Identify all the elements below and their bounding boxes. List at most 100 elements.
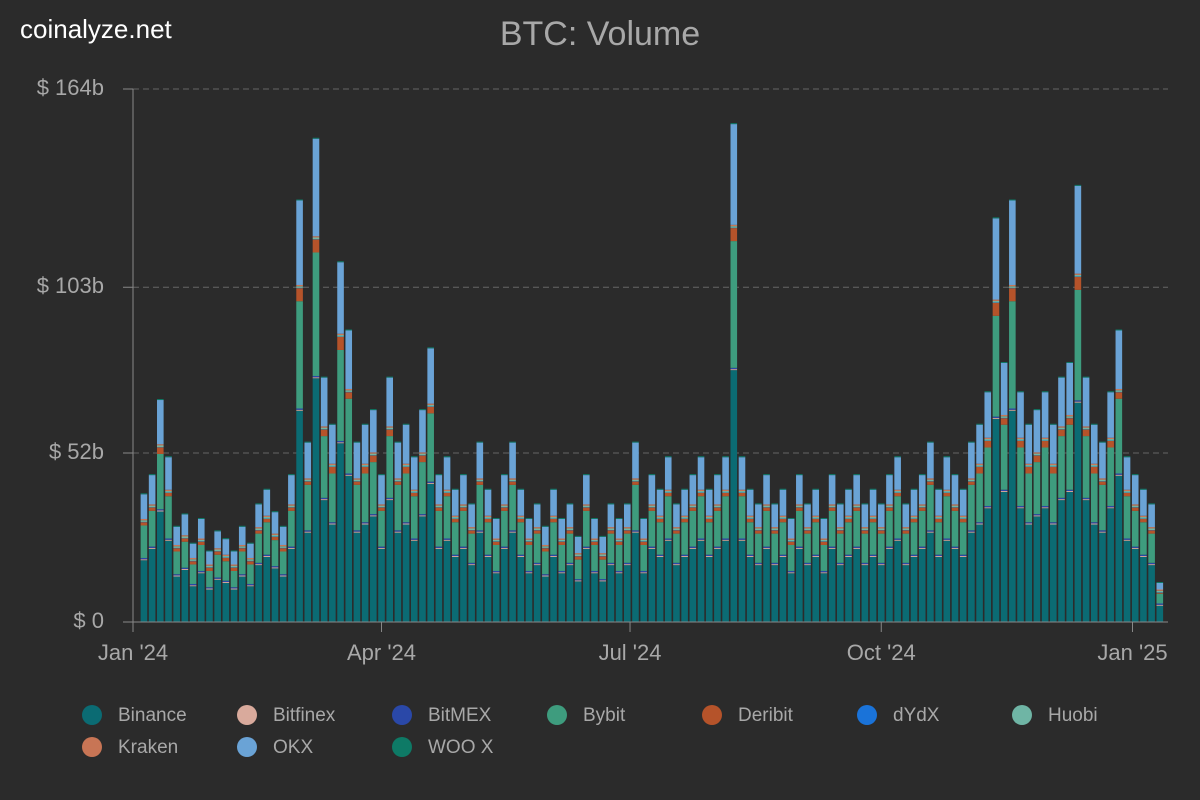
bar-segment [1115,474,1123,476]
bar-segment [583,546,590,548]
bar-segment [509,481,516,485]
bar-segment [165,489,172,492]
legend-swatch[interactable] [237,705,257,725]
bar-segment [337,442,344,444]
bar-segment [869,489,877,516]
legend-label[interactable]: Deribit [738,705,794,726]
bar-segment [222,583,230,622]
bar-segment [648,504,656,506]
bar-segment [165,496,172,539]
bar-segment [1123,539,1131,541]
legend-swatch[interactable] [82,705,102,725]
legend-swatch[interactable] [237,737,257,757]
legend-swatch[interactable] [702,705,722,725]
legend-label[interactable]: Binance [118,705,187,726]
bar-segment [640,538,647,540]
bar-segment [689,505,697,508]
legend-label[interactable]: Kraken [118,737,178,758]
bar-segment [255,562,262,565]
legend-label[interactable]: dYdX [893,705,940,726]
bar-segment [148,505,156,508]
bar-segment [845,517,852,519]
bar-segment [738,496,746,539]
bar-segment [337,349,344,441]
bar-segment [746,488,754,490]
bar-segment [664,456,672,458]
bar-segment [943,492,951,497]
bar-segment [681,515,688,518]
legend-swatch[interactable] [392,705,412,725]
bar-segment [664,539,672,541]
bar-segment [1000,414,1008,417]
bar-segment [705,515,713,518]
legend-swatch[interactable] [857,705,877,725]
bar-segment [951,505,959,508]
bar-segment [214,530,221,532]
bar-segment [361,524,369,622]
bar-segment [746,517,754,519]
bar-segment [1140,554,1147,557]
bar-segment [304,481,312,485]
bar-segment [1131,510,1139,547]
legend-label[interactable]: WOO X [428,737,494,758]
bar-segment [746,556,754,557]
bar-segment [361,423,369,425]
bar-segment [1148,562,1155,565]
bar-segment [902,530,910,534]
legend-swatch[interactable] [547,705,567,725]
bar-segment [828,504,836,506]
bar-segment [468,504,475,528]
bar-segment [902,527,910,529]
bar-segment [771,533,779,563]
bar-segment [1090,423,1098,425]
bar-segment [771,528,779,531]
bar-segment [1099,532,1106,622]
bar-segment [337,261,344,263]
bar-segment [361,466,369,474]
bar-segment [1131,504,1139,506]
bar-segment [460,510,467,547]
bar-segment [1000,489,1008,492]
bar-segment [664,491,672,493]
legend-swatch[interactable] [392,737,412,757]
bar-segment [877,504,885,528]
bar-segment [451,522,459,555]
bar-segment [509,441,516,443]
bar-segment [836,562,844,565]
bar-segment [796,505,803,508]
bar-segment [329,522,336,524]
legend-label[interactable]: Bitfinex [273,705,336,726]
bar-segment [1009,200,1016,285]
bar-segment [599,535,607,537]
bar-segment [968,479,975,482]
bar-segment [935,557,942,622]
legend-swatch[interactable] [1012,705,1032,725]
bar-segment [222,554,230,557]
bar-segment [451,488,459,490]
bar-segment [410,457,418,490]
bar-segment [976,424,983,464]
bar-segment [648,505,656,508]
bar-segment [279,525,287,527]
bar-segment [157,447,164,454]
bar-segment [836,504,844,528]
bar-segment [296,286,303,288]
legend-label[interactable]: BitMEX [428,705,492,726]
bar-segment [1090,465,1098,467]
legend-swatch[interactable] [82,737,102,757]
bar-segment [1033,453,1041,456]
bar-segment [836,565,844,622]
bar-segment [378,507,385,511]
bar-segment [214,577,221,579]
bar-segment [533,565,541,622]
legend-label[interactable]: Bybit [583,705,626,726]
bar-segment [1107,391,1114,393]
bar-segment [468,530,475,534]
legend-label[interactable]: Huobi [1048,705,1098,726]
bar-segment [615,539,623,542]
bar-segment [943,457,951,490]
legend-label[interactable]: OKX [273,737,313,758]
bar-segment [730,369,738,371]
bar-segment [378,474,385,476]
bar-segment [779,518,787,523]
